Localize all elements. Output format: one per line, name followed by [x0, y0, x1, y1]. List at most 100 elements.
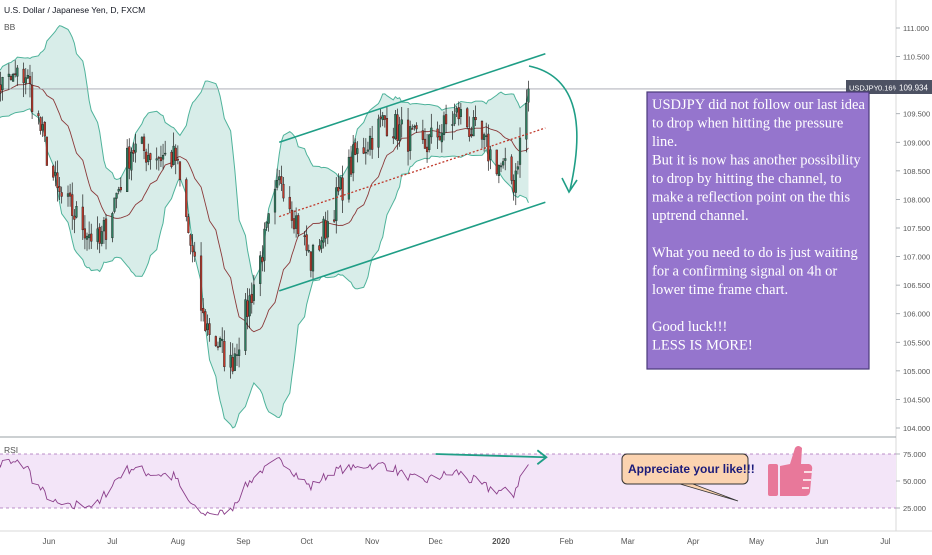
- candle-body: [303, 235, 306, 237]
- candle-body: [119, 187, 122, 191]
- candle-body: [457, 107, 460, 120]
- price-axis[interactable]: 111.000 110.500 109.500 109.000 108.500 108.0…: [896, 24, 930, 433]
- note-line: LESS IS MORE!: [652, 338, 753, 354]
- candle-body: [189, 234, 192, 246]
- candle-body: [356, 148, 359, 154]
- candle-body: [248, 295, 251, 317]
- candle-body: [362, 147, 365, 154]
- candle-body: [396, 114, 399, 141]
- candle-body: [233, 353, 236, 371]
- candle-body: [126, 147, 129, 192]
- candle-body: [466, 108, 469, 128]
- candle-body: [56, 172, 59, 188]
- candle-body: [52, 165, 55, 178]
- candle-body: [214, 336, 217, 347]
- price-tick-label: 110.500: [903, 53, 930, 62]
- candle-body: [161, 154, 165, 160]
- time-tick-label: Aug: [171, 537, 185, 546]
- candle-body: [244, 299, 247, 351]
- candle-body: [489, 149, 492, 160]
- candle-body: [58, 186, 61, 192]
- candle-body: [527, 88, 530, 103]
- candle-body: [438, 135, 441, 141]
- candle-body: [252, 284, 255, 301]
- candle-body: [474, 117, 477, 121]
- candle-body: [206, 323, 209, 330]
- price-tick-label: 106.500: [903, 281, 930, 290]
- candle-body: [259, 255, 262, 284]
- candle-body: [383, 115, 386, 120]
- candle-body: [341, 177, 344, 201]
- candle-body: [381, 115, 384, 121]
- candle-body: [421, 130, 424, 140]
- candle-body: [1, 77, 4, 90]
- candle-body: [159, 157, 163, 162]
- candle-body: [208, 323, 211, 335]
- candle-body: [288, 196, 291, 210]
- candle-body: [155, 158, 158, 161]
- time-tick-label: Jul: [880, 537, 890, 546]
- candle-body: [187, 216, 190, 233]
- price-tick-label: 109.000: [903, 138, 930, 147]
- price-tick-label: 104.000: [903, 424, 930, 433]
- candle-body: [364, 151, 367, 154]
- candle-body: [442, 115, 446, 135]
- candle-body: [385, 118, 389, 136]
- uptrend-channel[interactable]: [278, 52, 578, 292]
- candle-body: [104, 218, 108, 240]
- candle-body: [349, 156, 353, 175]
- rsi-indicator-label[interactable]: RSI: [4, 445, 18, 455]
- note-line: line.: [652, 134, 677, 150]
- appreciate-callout[interactable]: Appreciate your like!!!: [621, 453, 755, 502]
- badge-price: 109.934: [899, 84, 928, 93]
- candle-body: [392, 136, 395, 139]
- candle-body: [83, 228, 87, 239]
- candle-body: [333, 219, 336, 222]
- candle-body: [147, 155, 150, 162]
- candle-body: [400, 119, 403, 125]
- rsi-axis[interactable]: 75.000 50.000 25.000: [896, 450, 926, 513]
- candle-body: [453, 113, 456, 125]
- candle-body: [66, 193, 70, 197]
- time-axis[interactable]: Jun Jul Aug Sep Oct Nov Dec 2020 Feb Mar Apr May Jun…: [43, 537, 891, 546]
- candle-body: [423, 138, 427, 149]
- candle-body: [174, 147, 177, 161]
- candle-body: [309, 251, 313, 271]
- candle-body: [221, 339, 224, 341]
- candle-body: [75, 206, 78, 218]
- time-tick-label: Jul: [107, 537, 117, 546]
- candle-body: [483, 134, 486, 140]
- thumbs-up-icon: [768, 446, 813, 496]
- candle-body: [204, 311, 207, 331]
- candle-body: [231, 357, 234, 372]
- candle-body: [495, 149, 498, 175]
- candle-body: [24, 77, 27, 84]
- candle-body: [326, 221, 329, 238]
- candle-body: [202, 308, 205, 314]
- bb-indicator-label[interactable]: BB: [4, 22, 16, 32]
- candle-body: [185, 179, 188, 217]
- price-tick-label: 107.500: [903, 224, 930, 233]
- analysis-note[interactable]: USDJPY did not follow our last idea to dr…: [646, 91, 870, 370]
- candle-body: [444, 114, 448, 125]
- candle-body: [311, 244, 315, 272]
- time-tick-label: May: [749, 537, 764, 546]
- candle-body: [518, 137, 522, 165]
- candle-body: [430, 127, 433, 138]
- time-tick-label: Dec: [428, 537, 442, 546]
- arrow-head-icon: [561, 177, 578, 194]
- candle-body: [263, 228, 266, 261]
- candle-body: [149, 153, 152, 160]
- candle-body: [398, 124, 401, 141]
- candle-body: [339, 176, 342, 190]
- candle-body: [176, 158, 179, 161]
- candle-body: [90, 233, 93, 242]
- note-line: for a confirming signal on 4h or: [652, 264, 837, 280]
- candle-body: [140, 137, 144, 144]
- badge-symbol: USDJPY: [849, 84, 879, 93]
- candle-body: [246, 300, 249, 317]
- candle-body: [199, 255, 203, 311]
- candle-body: [11, 73, 15, 82]
- candle-body: [290, 209, 293, 221]
